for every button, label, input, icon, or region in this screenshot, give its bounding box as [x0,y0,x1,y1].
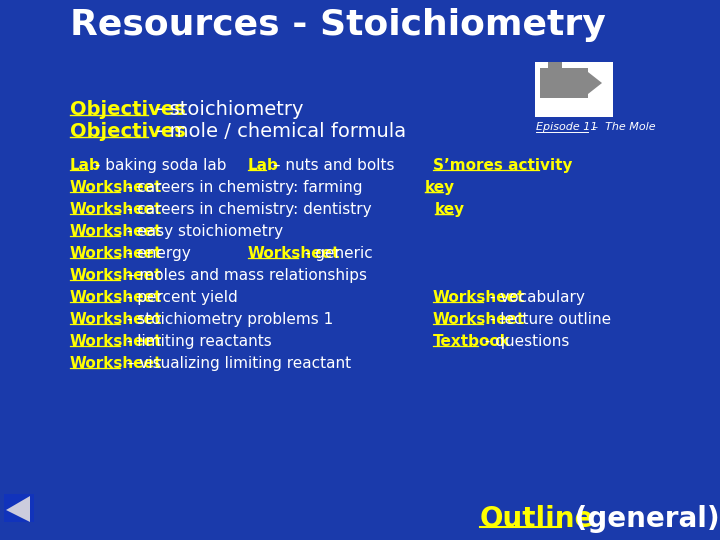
Text: Worksheet: Worksheet [70,356,163,371]
Text: Worksheet: Worksheet [248,246,341,261]
Text: - energy: - energy [122,246,191,261]
Text: (general): (general) [565,505,720,533]
Text: – visualizing limiting reactant: – visualizing limiting reactant [122,356,351,371]
Bar [535,62,613,117]
Text: Outline: Outline [480,505,595,533]
Text: Lab: Lab [248,158,279,173]
Text: Worksheet: Worksheet [433,290,526,305]
Text: Worksheet: Worksheet [70,312,163,327]
Text: - careers in chemistry: farming: - careers in chemistry: farming [122,180,363,195]
Text: - stoichiometry problems 1: - stoichiometry problems 1 [122,312,333,327]
Bar [548,62,562,70]
Text: Textbook: Textbook [433,334,511,349]
Text: key: key [435,202,465,217]
Text: Objectives: Objectives [70,100,186,119]
Text: - vocabulary: - vocabulary [485,290,585,305]
Polygon shape [588,72,602,94]
Text: Lab: Lab [70,158,101,173]
Text: Worksheet: Worksheet [70,224,163,239]
Text: - generic: - generic [300,246,373,261]
Text: Worksheet: Worksheet [70,246,163,261]
Text: – nuts and bolts: – nuts and bolts [268,158,395,173]
Text: Worksheet: Worksheet [70,202,163,217]
Text: Objectives: Objectives [70,122,186,141]
Text: - baking soda lab: - baking soda lab [90,158,227,173]
Text: key: key [425,180,455,195]
Text: Worksheet: Worksheet [70,290,163,305]
Bar [540,68,588,98]
Text: - lecture outline: - lecture outline [485,312,611,327]
Text: S’mores activity: S’mores activity [433,158,572,173]
Text: - stoichiometry: - stoichiometry [150,100,304,119]
Text: –  The Mole: – The Mole [589,122,656,132]
Text: - easy stoichiometry: - easy stoichiometry [122,224,284,239]
Polygon shape [6,496,30,522]
Text: Worksheet: Worksheet [433,312,526,327]
Text: - limiting reactants: - limiting reactants [122,334,272,349]
Text: - percent yield: - percent yield [122,290,238,305]
Text: Resources - Stoichiometry: Resources - Stoichiometry [70,8,606,42]
Text: Worksheet: Worksheet [70,334,163,349]
Text: Worksheet: Worksheet [70,268,163,283]
Text: - careers in chemistry: dentistry: - careers in chemistry: dentistry [122,202,372,217]
Text: Episode 11: Episode 11 [536,122,598,132]
Text: - questions: - questions [480,334,570,349]
Text: - mole / chemical formula: - mole / chemical formula [150,122,406,141]
Text: – moles and mass relationships: – moles and mass relationships [122,268,367,283]
Bar [4,494,34,522]
Text: Worksheet: Worksheet [70,180,163,195]
